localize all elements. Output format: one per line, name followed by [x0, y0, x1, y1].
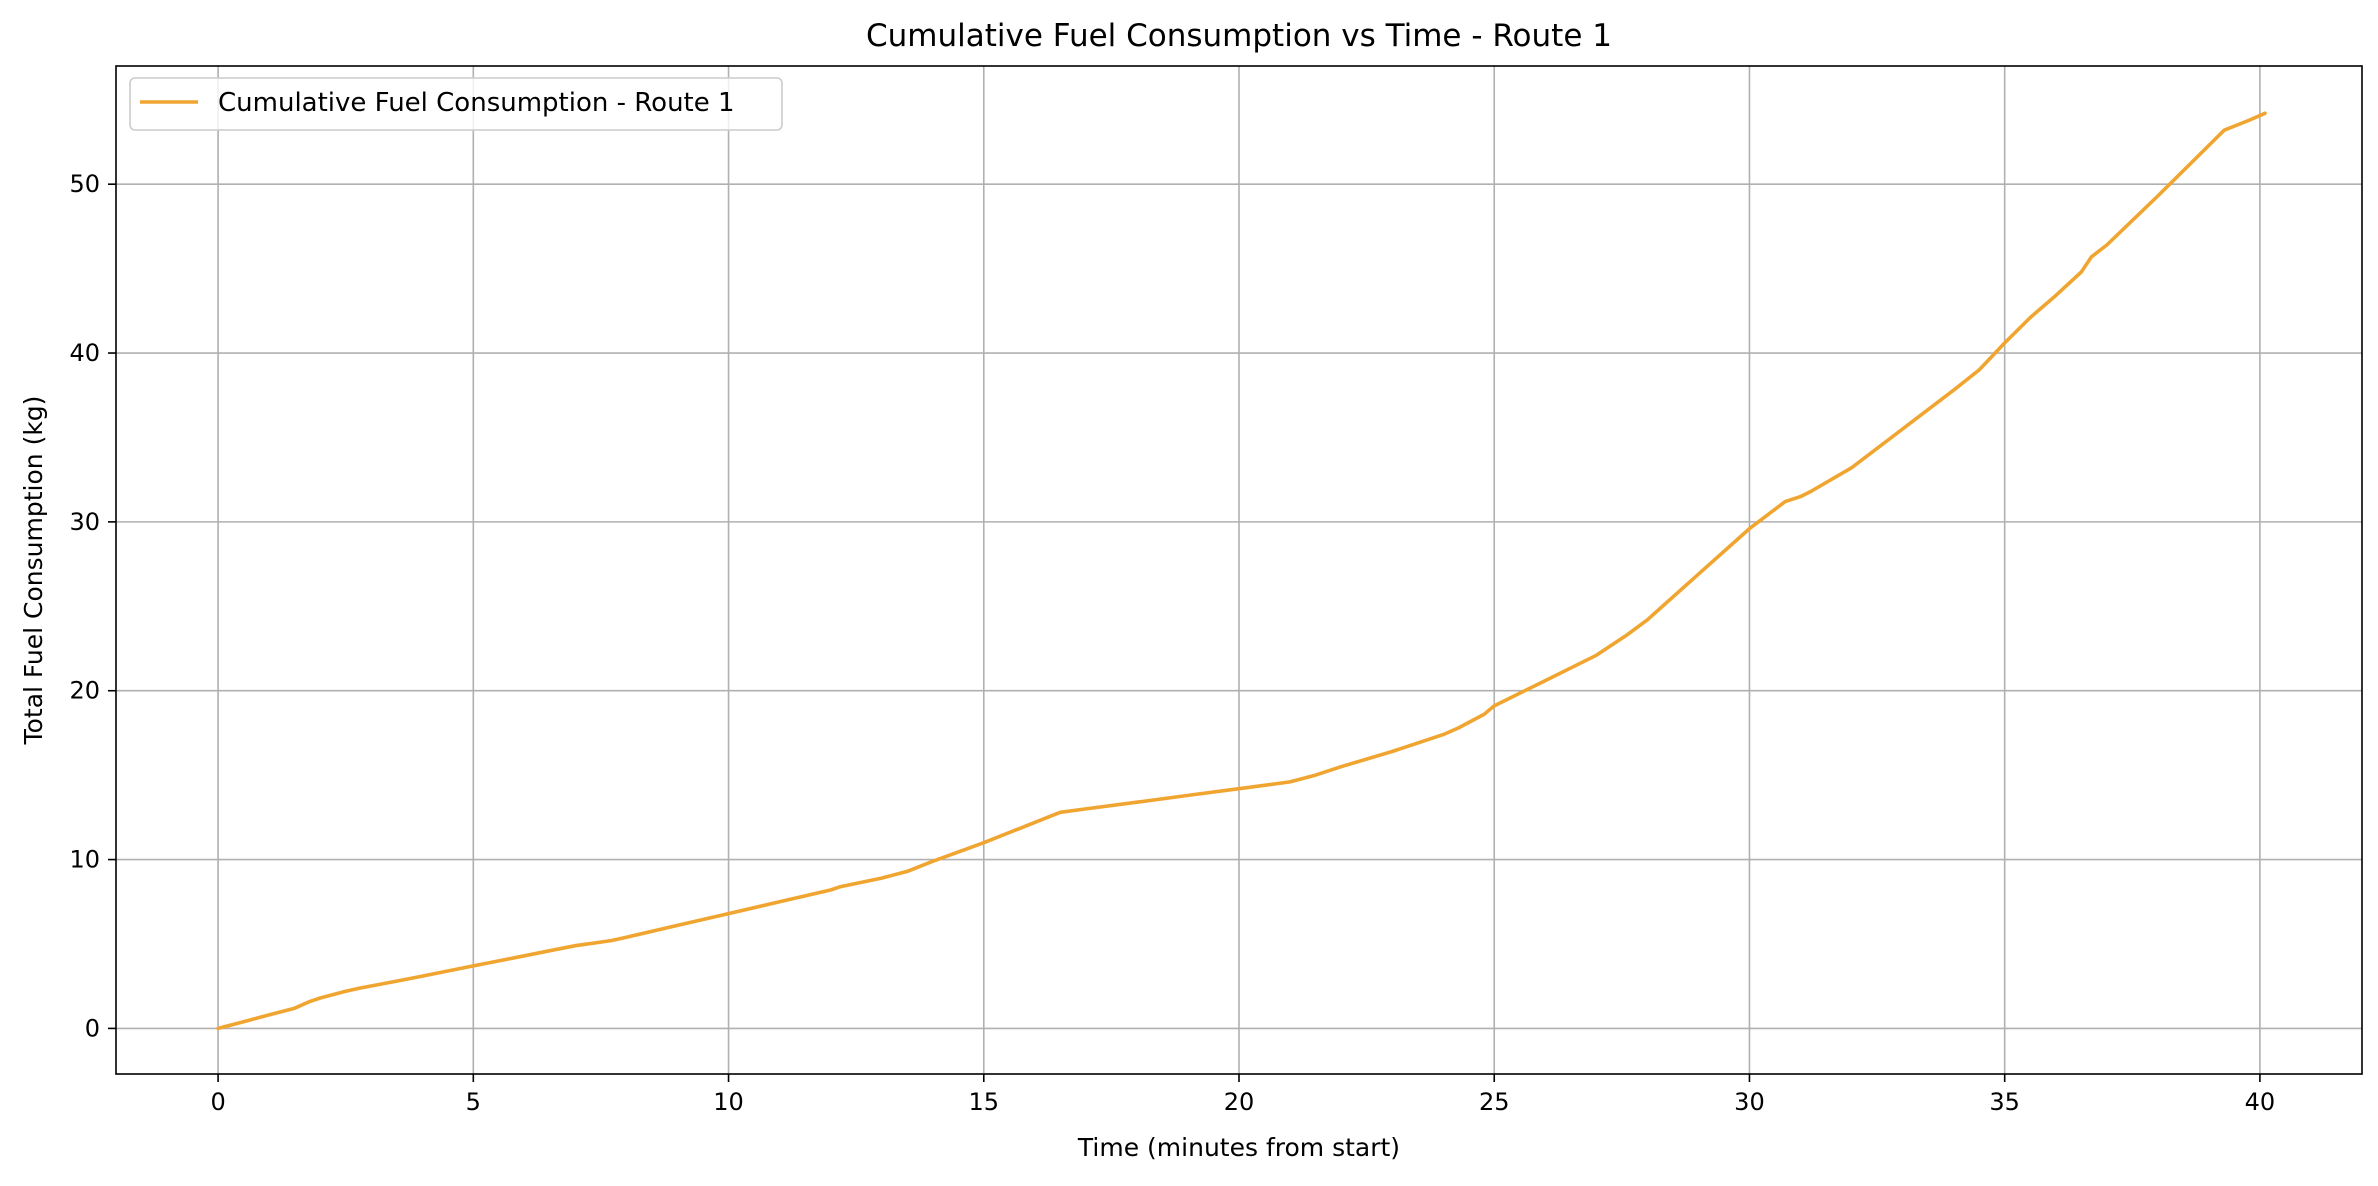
x-tick-label: 5 — [466, 1088, 481, 1116]
series-line-1 — [216, 111, 2267, 1031]
legend: Cumulative Fuel Consumption - Route 1 — [129, 77, 783, 131]
x-tick-label: 15 — [968, 1088, 999, 1116]
y-tick-label: 40 — [69, 339, 100, 367]
y-tick-label: 20 — [69, 677, 100, 705]
y-tick-label: 10 — [69, 846, 100, 874]
x-axis-label: Time (minutes from start) — [1077, 1133, 1400, 1162]
x-tick-label: 20 — [1224, 1088, 1255, 1116]
legend-label: Cumulative Fuel Consumption - Route 1 — [218, 88, 735, 118]
x-tick-label: 30 — [1734, 1088, 1765, 1116]
series-layer — [216, 111, 2267, 1031]
y-tick-label: 50 — [69, 170, 100, 198]
x-tick-label: 0 — [210, 1088, 225, 1116]
chart-title: Cumulative Fuel Consumption vs Time - Ro… — [866, 18, 1612, 54]
y-tick-label: 30 — [69, 508, 100, 536]
y-axis-label: Total Fuel Consumption (kg) — [19, 396, 48, 746]
x-tick-label: 35 — [1989, 1088, 2020, 1116]
x-tick-label: 25 — [1479, 1088, 1510, 1116]
axis-ticks: 0 5 10 15 20 25 30 35 40 0 10 20 30 40 50 — [69, 170, 2275, 1116]
legend-box — [129, 77, 783, 131]
grid-lines — [116, 66, 2362, 1074]
x-tick-label: 10 — [713, 1088, 744, 1116]
y-tick-label: 0 — [85, 1014, 100, 1042]
x-tick-label: 40 — [2245, 1088, 2276, 1116]
